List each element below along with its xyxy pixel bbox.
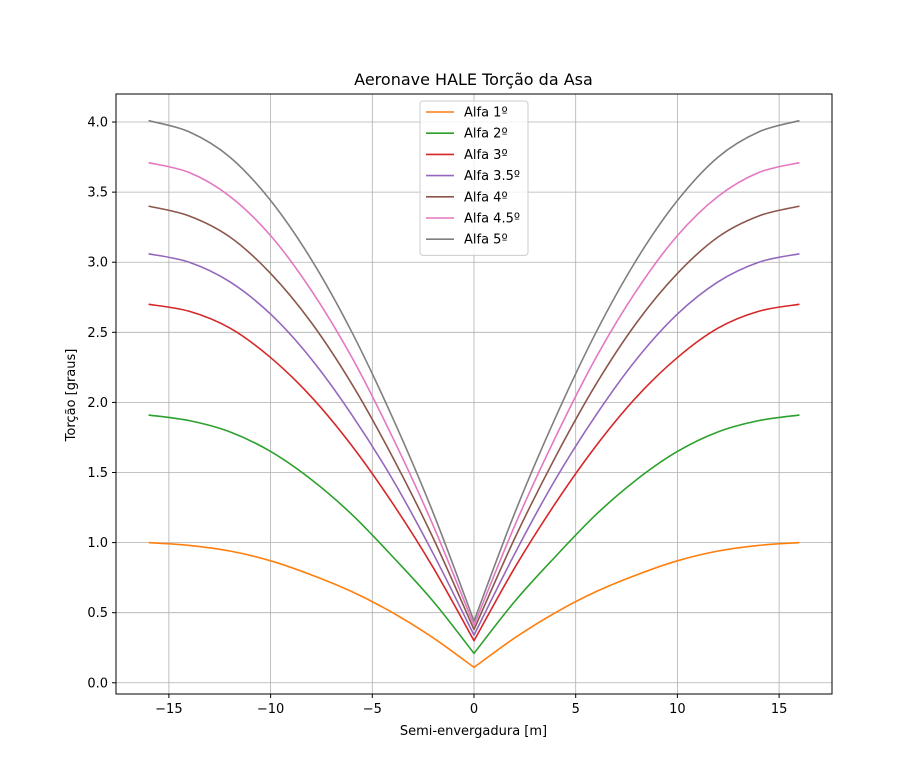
legend-label: Alfa 5º xyxy=(464,233,508,248)
series-line-3 xyxy=(148,253,800,636)
legend-label: Alfa 1º xyxy=(464,106,508,121)
x-tick-label: 0 xyxy=(470,702,478,717)
series-line-1 xyxy=(148,414,800,655)
legend-box xyxy=(419,100,529,256)
x-tick-label: −5 xyxy=(363,702,382,717)
y-tick-label: 1.0 xyxy=(87,536,108,551)
series-line-2 xyxy=(148,303,800,642)
series-line-4 xyxy=(148,205,800,631)
x-tick-label: 10 xyxy=(669,702,686,717)
legend-label: Alfa 3.5º xyxy=(464,169,520,184)
y-tick-label: 0.0 xyxy=(87,676,108,691)
y-tick-label: 1.5 xyxy=(87,466,108,481)
y-tick-label: 4.0 xyxy=(87,116,108,131)
x-tick-label: −15 xyxy=(155,702,182,717)
y-tick-label: 2.0 xyxy=(87,396,108,411)
x-axis-label: Semi-envergadura [m] xyxy=(400,724,547,739)
x-tick-label: 5 xyxy=(572,702,580,717)
series-line-6 xyxy=(148,119,800,622)
y-tick-label: 2.5 xyxy=(87,326,108,341)
legend-label: Alfa 4º xyxy=(464,190,508,205)
legend-label: Alfa 3º xyxy=(464,148,508,163)
y-tick-label: 3.5 xyxy=(87,186,108,201)
x-tick-label: −10 xyxy=(257,702,284,717)
chart-title: Aeronave HALE Torção da Asa xyxy=(354,70,593,89)
series-lines xyxy=(148,119,800,669)
y-axis-label: Torção [graus] xyxy=(64,349,79,443)
series-line-5 xyxy=(148,161,800,627)
legend-label: Alfa 2º xyxy=(464,127,508,142)
y-tick-label: 3.0 xyxy=(87,256,108,271)
series-line-0 xyxy=(148,541,800,669)
x-axis-ticks: −15 −10 −5 0 5 10 15 xyxy=(155,694,787,717)
grid xyxy=(116,94,832,694)
legend-label: Alfa 4.5º xyxy=(464,212,520,227)
y-tick-label: 0.5 xyxy=(87,606,108,621)
legend: Alfa 1º Alfa 2º Alfa 3º Alfa 3.5º Alfa 4º Alf… xyxy=(419,100,529,256)
y-axis-ticks: 0.0 0.5 1.0 1.5 2.0 2.5 3.0 3.5 4.0 xyxy=(87,116,116,691)
x-tick-label: 15 xyxy=(771,702,788,717)
